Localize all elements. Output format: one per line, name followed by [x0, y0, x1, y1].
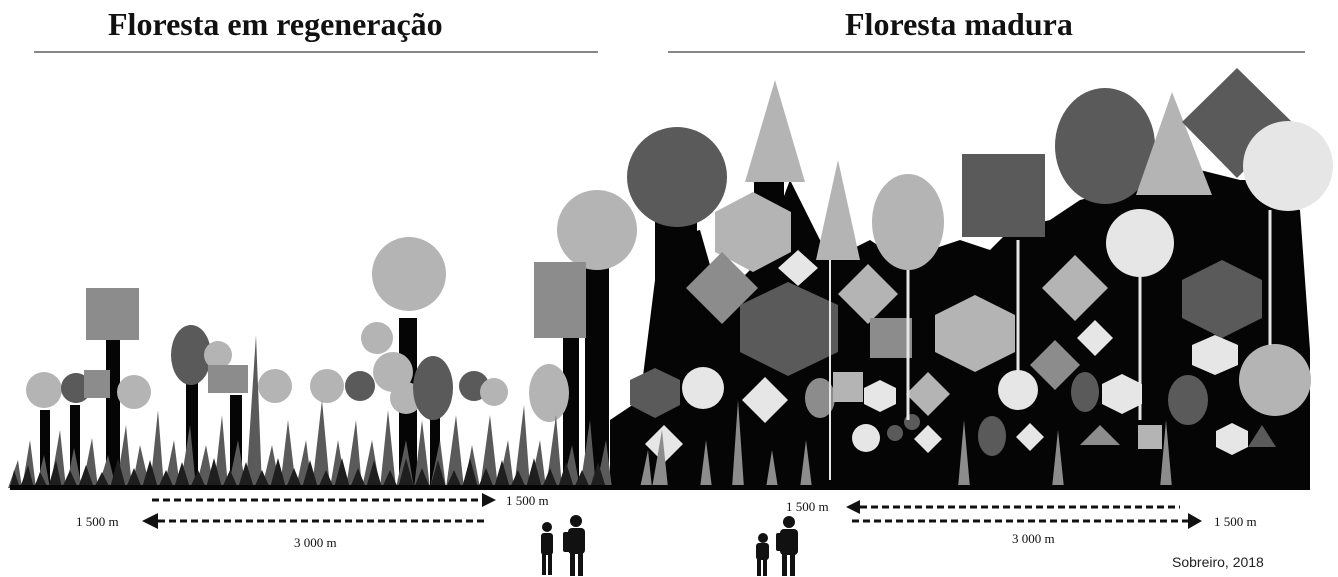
arrowhead-left-icon — [142, 513, 158, 529]
mature-crown-square — [962, 154, 1045, 237]
mature-crown-triangle — [1136, 92, 1212, 195]
distance-arrows-left — [142, 493, 496, 529]
mature-crown-hexagon — [1192, 335, 1238, 375]
mature-crown-ellipse — [1071, 372, 1099, 412]
regen-crown-circle — [117, 375, 151, 409]
ground-line — [10, 485, 1310, 490]
mature-crown-circle — [1106, 209, 1174, 277]
distance-label: 1 500 m — [786, 499, 829, 514]
regen-crown-square — [86, 288, 139, 340]
regen-crown-circle — [480, 378, 508, 406]
mature-crown-ellipse — [805, 378, 835, 418]
regen-crown-circle — [345, 371, 375, 401]
regen-crown-ellipse — [171, 325, 211, 385]
mature-crown-hexagon — [864, 380, 896, 412]
mature-crown-hexagon — [1216, 423, 1248, 455]
mature-crown-circle — [998, 370, 1038, 410]
mature-crown-square — [870, 318, 912, 358]
mature-crown-ellipse — [1168, 375, 1208, 425]
people-right-silhouette-icon — [756, 516, 798, 576]
grass-clump — [640, 400, 1172, 488]
title-mature-forest: Floresta madura — [845, 6, 1073, 42]
regen-crown-square — [208, 365, 248, 393]
mature-crown-circle — [627, 127, 727, 227]
distance-label: 1 500 m — [1214, 514, 1257, 529]
regen-crown-ellipse — [529, 364, 569, 422]
regen-crown-circle — [26, 372, 62, 408]
distance-label: 1 500 m — [76, 514, 119, 529]
mature-crown-hexagon — [1182, 260, 1262, 338]
mature-crown-circle — [1239, 344, 1311, 416]
mature-crown-circle — [887, 425, 903, 441]
mature-crown-diamond — [838, 264, 898, 324]
mature-crown-hexagon — [1102, 374, 1142, 414]
mature-crown-triangle — [816, 160, 860, 260]
regen-crown-square — [84, 370, 110, 398]
mature-crown-square — [1138, 425, 1162, 449]
mature-crown-diamond — [914, 425, 942, 453]
regen-crown-circle — [361, 322, 393, 354]
people-left-silhouette-icon — [541, 515, 585, 576]
regen-crown-circle — [258, 369, 292, 403]
mature-crown-diamond — [1042, 255, 1108, 321]
regen-trunk — [40, 410, 50, 488]
mature-crown-hexagon — [630, 368, 680, 418]
regen-crown-circle — [373, 352, 413, 392]
mature-crown-circle — [1243, 121, 1333, 211]
distance-label: 3 000 m — [1012, 531, 1055, 546]
mature-crown-diamond — [1030, 340, 1080, 390]
arrowhead-left-icon — [846, 500, 860, 514]
title-regenerating-forest: Floresta em regeneração — [108, 6, 443, 42]
regen-crown-circle — [61, 373, 91, 403]
mature-crown-hexagon — [935, 295, 1015, 372]
mature-crown-diamond — [1182, 68, 1292, 178]
mature-crown-circle — [682, 367, 724, 409]
arrowhead-right-icon — [482, 493, 496, 507]
regen-crown-square — [534, 262, 586, 338]
mature-crown-ellipse — [1055, 88, 1155, 204]
arrowhead-right-icon — [1188, 513, 1202, 529]
mature-crown-hexagon — [715, 192, 791, 272]
distance-label: 3 000 m — [294, 535, 337, 550]
mature-crown-triangle — [1248, 425, 1276, 447]
regen-trunk — [430, 405, 440, 488]
grass-clump — [8, 335, 612, 488]
mature-crown-triangle — [1080, 425, 1120, 445]
mature-crown-diamond — [778, 250, 818, 286]
mature-crown-square — [833, 372, 863, 402]
regen-trunk — [70, 405, 80, 488]
mature-crown-circle — [852, 424, 880, 452]
mature-crown-triangle — [745, 80, 805, 182]
mature-crown-diamond — [1016, 423, 1044, 451]
regenerating-forest — [26, 190, 637, 488]
mature-crown-diamond — [1077, 320, 1113, 356]
grass-layer — [8, 335, 1172, 488]
regen-crown-circle — [204, 341, 232, 369]
grass-clump — [10, 458, 606, 488]
regen-crown-circle — [372, 237, 446, 311]
credit-text: Sobreiro, 2018 — [1172, 554, 1264, 570]
mature-forest — [610, 68, 1333, 490]
mature-crown-hexagon — [740, 282, 838, 376]
regen-crown-circle — [557, 190, 637, 270]
distance-label: 1 500 m — [506, 493, 549, 508]
mature-crown-diamond — [645, 425, 683, 463]
mature-crown-ellipse — [872, 174, 944, 270]
mature-crown-diamond — [742, 377, 788, 423]
mature-crown-circle — [904, 414, 920, 430]
regen-crown-ellipse — [413, 356, 453, 420]
mature-crown-diamond — [906, 372, 950, 416]
regen-trunk — [563, 330, 579, 488]
distance-arrows-right — [846, 500, 1202, 529]
mature-crown-ellipse — [978, 416, 1006, 456]
regen-crown-circle — [310, 369, 344, 403]
